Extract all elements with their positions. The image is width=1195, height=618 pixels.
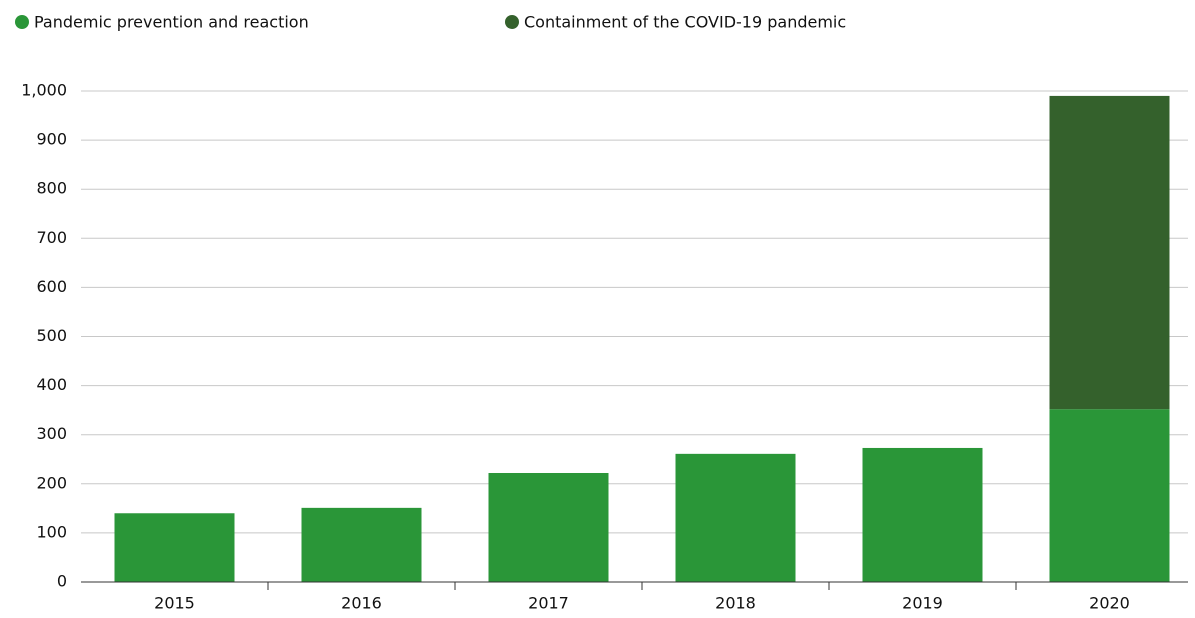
y-tick-label: 200 (36, 473, 67, 492)
legend-marker (15, 15, 29, 29)
y-tick-label: 1,000 (21, 81, 67, 100)
y-tick-label: 400 (36, 375, 67, 394)
y-tick-label: 0 (57, 572, 67, 591)
bar (114, 513, 235, 582)
y-tick-label: 800 (36, 179, 67, 198)
y-tick-label: 300 (36, 424, 67, 443)
x-tick-label: 2016 (341, 594, 382, 613)
legend-label: Containment of the COVID-19 pandemic (524, 13, 846, 32)
x-tick-label: 2017 (528, 594, 569, 613)
bar (488, 472, 609, 582)
y-tick-label: 900 (36, 130, 67, 149)
bar (1049, 409, 1170, 582)
bar (675, 453, 796, 582)
y-tick-label: 600 (36, 277, 67, 296)
bar (301, 507, 422, 582)
x-tick-label: 2018 (715, 594, 756, 613)
legend-marker (505, 15, 519, 29)
y-tick-label: 100 (36, 522, 67, 541)
bar (862, 447, 983, 582)
x-tick-label: 2019 (902, 594, 943, 613)
x-tick-label: 2020 (1089, 594, 1130, 613)
y-tick-label: 700 (36, 228, 67, 247)
y-tick-label: 500 (36, 326, 67, 345)
bar (1049, 95, 1170, 410)
x-tick-label: 2015 (154, 594, 195, 613)
legend-label: Pandemic prevention and reaction (34, 13, 309, 32)
